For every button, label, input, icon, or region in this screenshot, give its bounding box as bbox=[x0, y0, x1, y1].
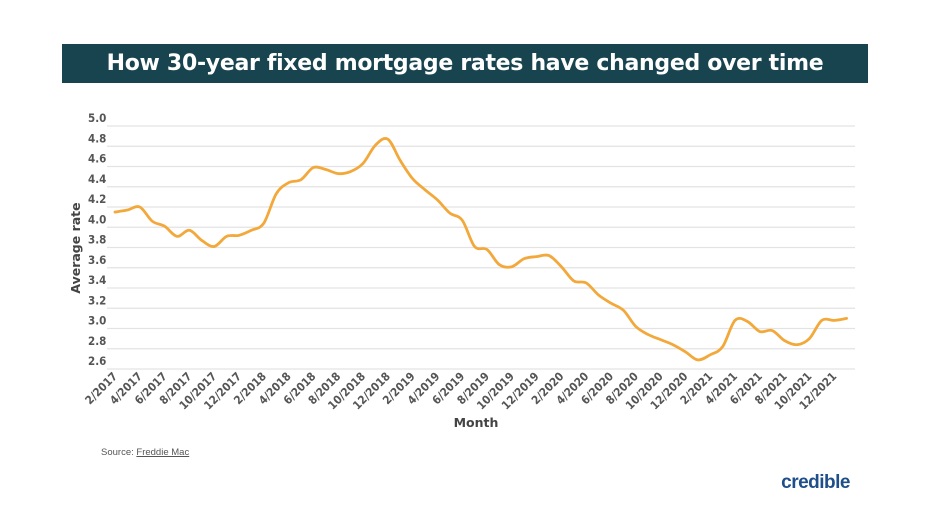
y-tick-label: 3.4 bbox=[88, 273, 106, 287]
y-axis-label: Average rate bbox=[68, 202, 83, 293]
source-label: Source: bbox=[101, 447, 134, 458]
y-tick-label: 3.0 bbox=[88, 314, 106, 328]
rate-line bbox=[113, 137, 848, 362]
y-tick-label: 3.2 bbox=[88, 293, 106, 307]
source-link[interactable]: Freddie Mac bbox=[136, 447, 190, 458]
y-tick-label: 3.6 bbox=[88, 253, 106, 267]
chart-title: How 30-year fixed mortgage rates have ch… bbox=[62, 44, 868, 83]
y-tick-label: 2.8 bbox=[88, 334, 106, 348]
y-tick-label: 4.6 bbox=[88, 152, 106, 166]
y-tick-label: 4.2 bbox=[88, 192, 106, 206]
y-tick-label: 2.6 bbox=[88, 354, 106, 368]
y-tick-label: 4.8 bbox=[88, 131, 106, 145]
source-note: Source: Freddie Mac bbox=[101, 447, 189, 458]
x-axis-label: Month bbox=[454, 415, 499, 430]
credible-logo: credible bbox=[781, 472, 850, 493]
y-tick-label: 4.0 bbox=[88, 212, 106, 226]
y-tick-label: 4.4 bbox=[88, 172, 106, 186]
y-tick-label: 3.8 bbox=[88, 233, 106, 247]
y-tick-label: 5.0 bbox=[88, 111, 106, 125]
